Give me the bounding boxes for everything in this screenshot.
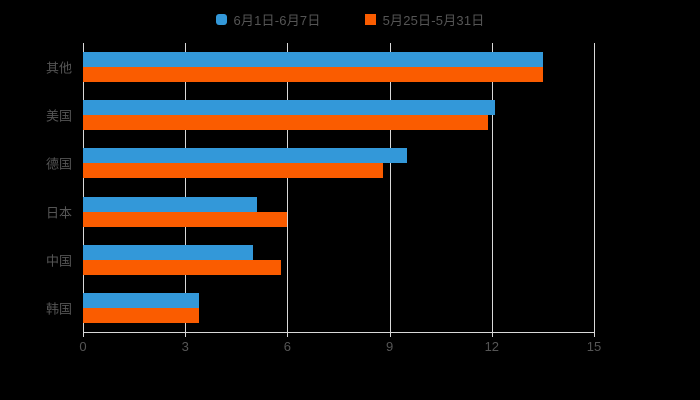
bar-韩国-series-2[interactable] — [83, 307, 199, 323]
bar-group-日本 — [83, 188, 594, 236]
grid-line-12 — [491, 43, 493, 332]
x-axis-tick-label-0: 0 — [79, 339, 87, 354]
y-axis-tick-label-1: 美国 — [45, 108, 72, 124]
x-axis-tick-6 — [287, 332, 289, 337]
bar-德国-series-1[interactable] — [83, 148, 407, 164]
bar-韩国-series-1[interactable] — [83, 292, 199, 308]
legend-marker-icon-series-1 — [215, 13, 227, 25]
x-axis-tick-3 — [185, 332, 187, 337]
x-axis-tick-15 — [594, 332, 595, 337]
bar-group-其他 — [83, 43, 594, 91]
bar-日本-series-2[interactable] — [83, 211, 288, 227]
bar-中国-series-2[interactable] — [83, 259, 281, 275]
y-axis-labels: 其他 美国 德国 日本 中国 韩国 — [0, 43, 72, 332]
y-axis-tick-label-0: 其他 — [45, 60, 72, 76]
grid-line-0 — [83, 43, 84, 332]
bar-中国-series-1[interactable] — [83, 244, 254, 260]
bar-其他-series-2[interactable] — [83, 67, 543, 83]
legend-label-series-1: 6月1日-6月7日 — [233, 12, 321, 28]
bar-日本-series-1[interactable] — [83, 196, 257, 212]
x-axis-line — [83, 332, 595, 333]
y-axis-tick-label-4: 中国 — [45, 253, 72, 269]
bar-其他-series-1[interactable] — [83, 52, 543, 68]
chart-legend: 6月1日-6月7日 5月25日-5月31日 — [0, 8, 700, 30]
legend-label-series-2: 5月25日-5月31日 — [382, 12, 485, 28]
x-axis-tick-9 — [389, 332, 391, 337]
bar-group-德国 — [83, 139, 594, 187]
legend-marker-icon-series-2 — [364, 13, 376, 25]
bar-group-美国 — [83, 91, 594, 139]
y-axis-tick-label-3: 日本 — [45, 205, 72, 221]
y-axis-tick-label-5: 韩国 — [45, 301, 72, 317]
x-axis-tick-0 — [83, 332, 84, 337]
x-axis-tick-label-3: 3 — [181, 339, 189, 354]
grid-line-6 — [287, 43, 289, 332]
x-axis-tick-label-9: 9 — [385, 339, 394, 354]
x-axis-tick-label-12: 12 — [484, 339, 500, 354]
grid-line-3 — [185, 43, 187, 332]
bar-group-韩国 — [83, 284, 594, 332]
legend-item-series-2[interactable]: 5月25日-5月31日 — [364, 10, 485, 29]
bar-group-中国 — [83, 236, 594, 284]
plot-area — [83, 43, 595, 332]
bar-美国-series-2[interactable] — [83, 115, 489, 131]
bar-美国-series-1[interactable] — [83, 100, 496, 116]
grid-line-9 — [389, 43, 391, 332]
x-axis-tick-label-6: 6 — [283, 339, 292, 354]
bar-groups — [83, 43, 594, 332]
x-axis-tick-12 — [491, 332, 493, 337]
x-axis-tick-label-15: 15 — [586, 339, 602, 354]
grid-line-15 — [594, 43, 595, 332]
y-axis-tick-label-2: 德国 — [45, 156, 72, 172]
bar-德国-series-2[interactable] — [83, 163, 383, 179]
legend-item-series-1[interactable]: 6月1日-6月7日 — [215, 10, 321, 29]
